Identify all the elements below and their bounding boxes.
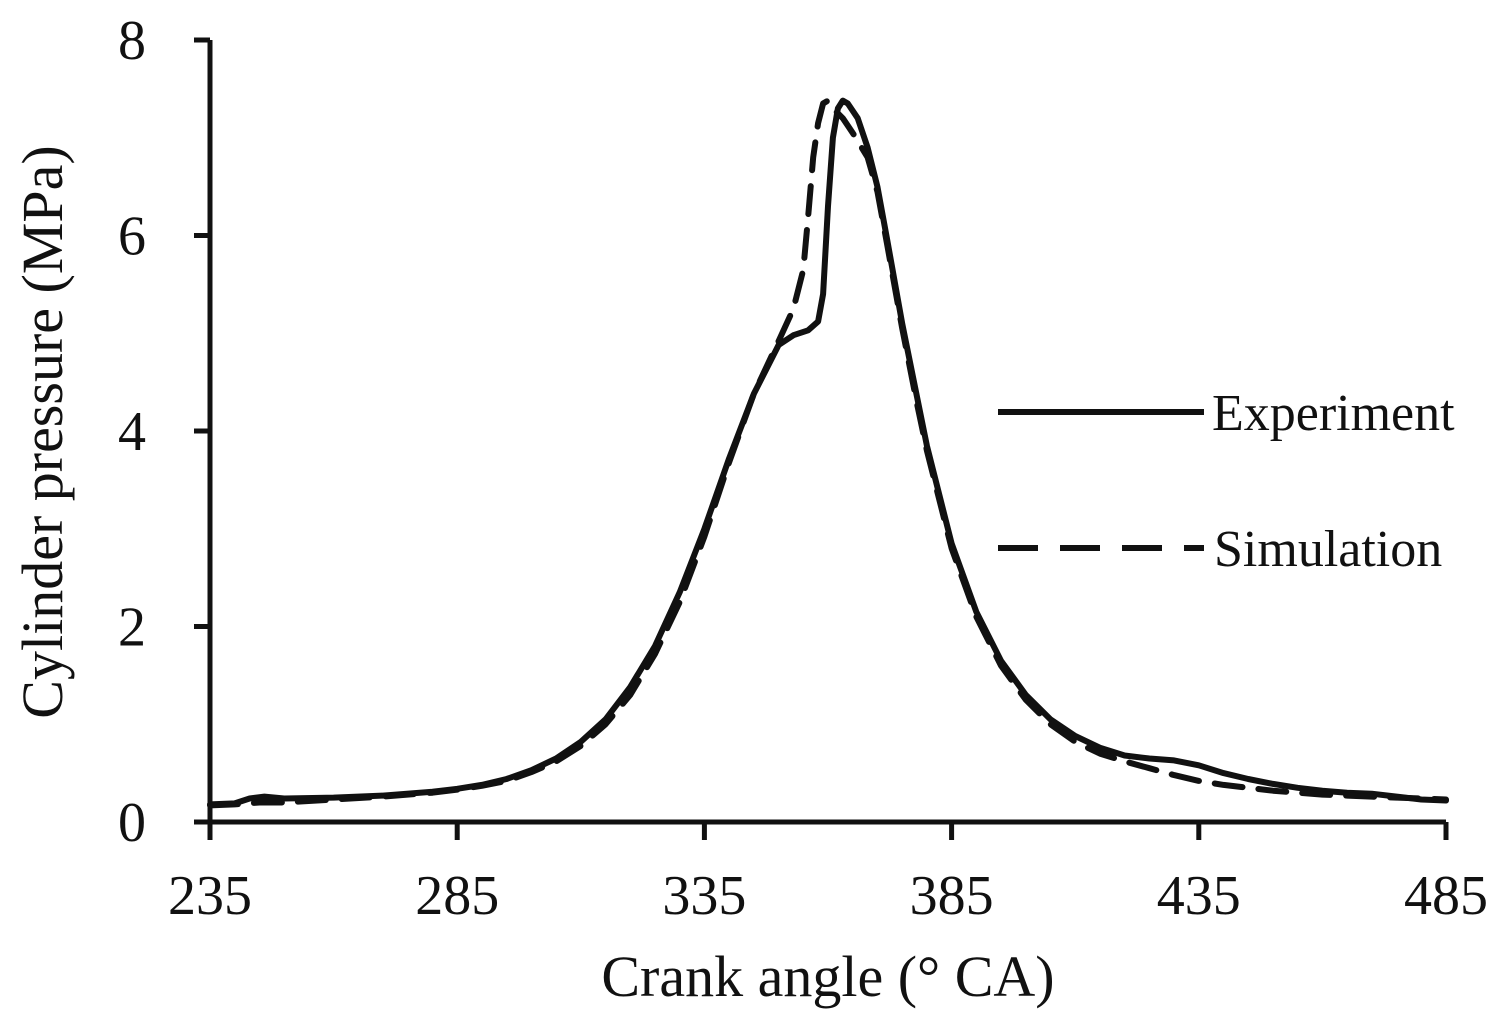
y-tick-label: 6 (118, 206, 146, 268)
y-tick-label: 0 (118, 792, 146, 854)
x-tick-label: 485 (1404, 865, 1488, 927)
x-tick-label: 335 (662, 865, 746, 927)
legend-label-simulation: Simulation (1214, 521, 1442, 578)
x-tick-label: 435 (1157, 865, 1241, 927)
legend: Experiment Simulation (998, 385, 1455, 578)
x-tick-label: 285 (415, 865, 499, 927)
y-tick-label: 2 (118, 597, 146, 659)
legend-label-experiment: Experiment (1212, 385, 1455, 442)
series-line-simulation (207, 97, 1449, 809)
x-axis-title: Crank angle (° CA) (601, 944, 1054, 1009)
x-tick-label: 235 (168, 865, 252, 927)
series-line-experiment (207, 97, 1449, 808)
series-layer (207, 97, 1449, 809)
x-ticks: 235 285 335 385 435 485 (168, 822, 1488, 927)
y-tick-label: 4 (118, 401, 146, 463)
y-axis-title: Cylinder pressure (MPa) (10, 145, 75, 718)
y-tick-label: 8 (118, 10, 146, 72)
x-tick-label: 385 (910, 865, 994, 927)
y-ticks: 0 2 4 6 8 (118, 10, 210, 854)
